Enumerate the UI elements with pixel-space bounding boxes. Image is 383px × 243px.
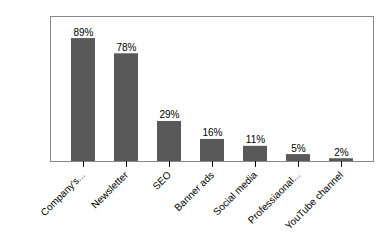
svg-text:11%: 11% xyxy=(246,134,265,145)
svg-text:SEO: SEO xyxy=(150,169,173,192)
svg-text:5%: 5% xyxy=(291,143,306,154)
svg-text:Company's...: Company's... xyxy=(38,169,87,218)
svg-text:YouTube channel: YouTube channel xyxy=(283,169,345,231)
svg-text:Newsletter: Newsletter xyxy=(89,169,131,211)
svg-text:29%: 29% xyxy=(159,109,179,120)
svg-text:Professiaonal...: Professiaonal... xyxy=(245,169,303,226)
svg-text:89%: 89% xyxy=(73,27,93,38)
svg-text:Social media: Social media xyxy=(210,169,260,218)
svg-text:2%: 2% xyxy=(334,147,349,158)
svg-text:78%: 78% xyxy=(116,42,136,53)
svg-text:16%: 16% xyxy=(202,127,222,138)
svg-text:Banner ads: Banner ads xyxy=(172,169,216,213)
